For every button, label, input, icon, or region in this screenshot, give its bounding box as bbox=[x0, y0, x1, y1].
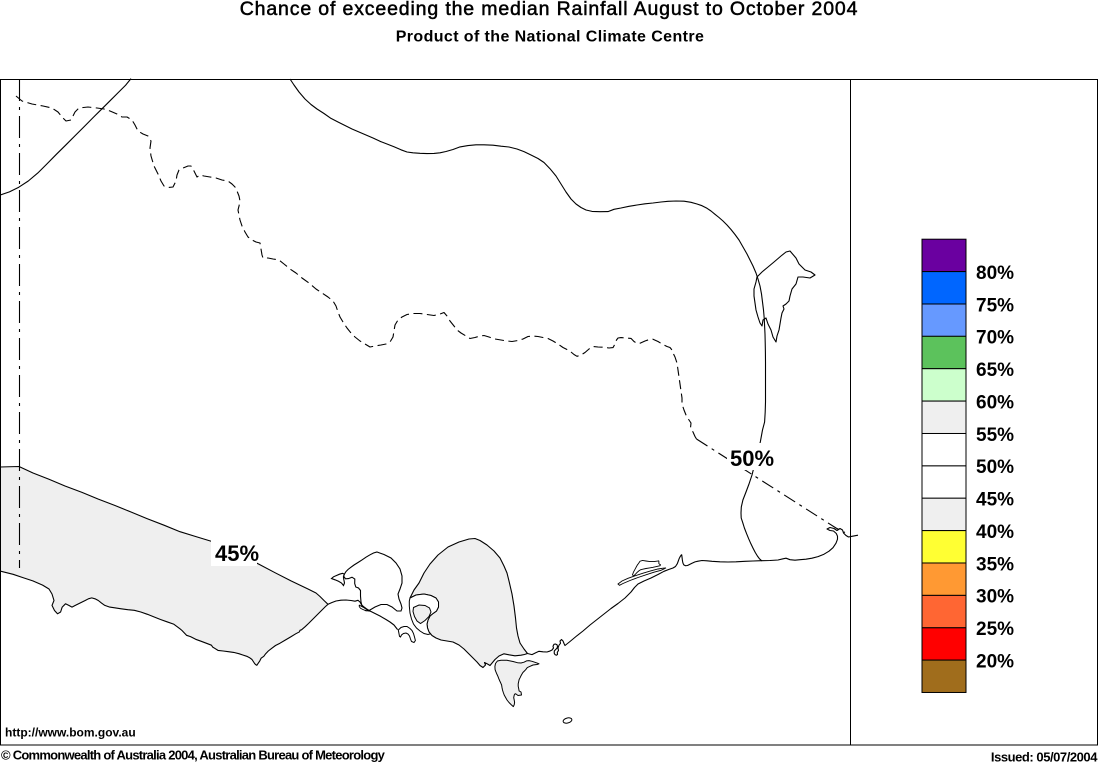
svg-text:Issued: 05/07/2004: Issued: 05/07/2004 bbox=[991, 750, 1098, 764]
svg-text:45%: 45% bbox=[215, 541, 259, 566]
svg-text:45%: 45% bbox=[976, 490, 1014, 511]
svg-text:75%: 75% bbox=[976, 295, 1014, 316]
svg-text:30%: 30% bbox=[976, 587, 1014, 608]
svg-text:25%: 25% bbox=[976, 619, 1014, 640]
svg-text:55%: 55% bbox=[976, 425, 1014, 446]
svg-text:Product of the National Climat: Product of the National Climate Centre bbox=[396, 29, 705, 46]
svg-text:© Commonwealth of Australia 20: © Commonwealth of Australia 2004, Austra… bbox=[1, 748, 386, 763]
svg-text:35%: 35% bbox=[976, 554, 1014, 575]
svg-text:40%: 40% bbox=[976, 522, 1014, 543]
svg-text:65%: 65% bbox=[976, 360, 1014, 381]
svg-text:20%: 20% bbox=[976, 651, 1014, 672]
svg-text:Chance of exceeding the median: Chance of exceeding the median Rainfall … bbox=[240, 0, 859, 20]
svg-text:80%: 80% bbox=[976, 263, 1014, 284]
svg-text:70%: 70% bbox=[976, 328, 1014, 349]
svg-text:60%: 60% bbox=[976, 392, 1014, 413]
svg-text:http://www.bom.gov.au: http://www.bom.gov.au bbox=[5, 726, 136, 740]
svg-text:50%: 50% bbox=[976, 457, 1014, 478]
svg-text:50%: 50% bbox=[730, 446, 774, 471]
